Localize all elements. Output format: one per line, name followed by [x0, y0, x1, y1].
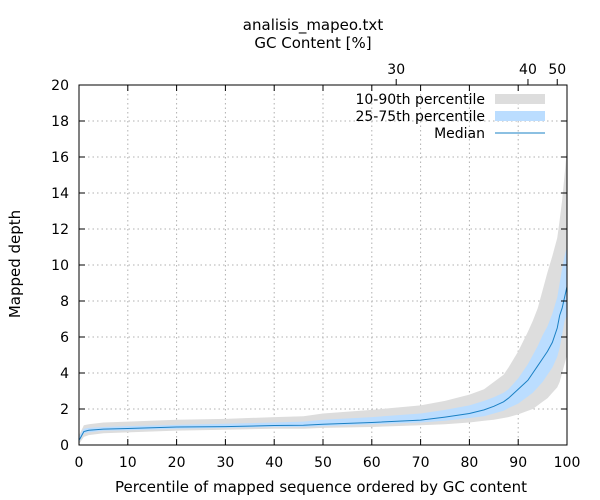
x-tick-label: 100 — [554, 455, 581, 471]
y-tick-label: 16 — [51, 150, 69, 166]
y-tick-label: 12 — [51, 222, 69, 238]
top-axis-ticks: 30 40 50 — [387, 62, 566, 85]
legend-label: 25-75th percentile — [355, 109, 485, 125]
y-tick-label: 14 — [51, 186, 69, 202]
y-tick-label: 0 — [60, 438, 69, 454]
legend-swatch — [495, 111, 545, 121]
x-tick-label: 50 — [314, 455, 332, 471]
grid-lines — [79, 85, 567, 445]
x-tick-label: 0 — [75, 455, 84, 471]
y-tick-label: 10 — [51, 258, 69, 274]
x-tick-label: 40 — [265, 455, 283, 471]
band-10-90 — [79, 148, 568, 444]
y-tick-label: 8 — [60, 294, 69, 310]
x-tick-label: 30 — [216, 455, 234, 471]
axis-ticks: 0 10 20 30 40 50 60 70 80 90 100 0 2 4 6 8 10 12 14 16 18 20 — [51, 78, 580, 471]
top-tick-label: 40 — [519, 62, 537, 78]
chart-title: analisis_mapeo.txt — [243, 16, 384, 35]
median-line — [79, 286, 568, 440]
y-tick-label: 2 — [60, 402, 69, 418]
x-tick-label: 10 — [119, 455, 137, 471]
percentile-bands — [79, 148, 568, 444]
x-tick-label: 60 — [363, 455, 381, 471]
x-tick-label: 20 — [168, 455, 186, 471]
band-25-75 — [79, 247, 568, 442]
legend-swatch — [495, 94, 545, 104]
top-tick-label: 30 — [387, 62, 405, 78]
top-tick-label: 50 — [548, 62, 566, 78]
legend-label: 10-90th percentile — [355, 92, 485, 108]
y-tick-label: 6 — [60, 330, 69, 346]
y-tick-label: 20 — [51, 78, 69, 94]
y-axis-label: Mapped depth — [6, 210, 24, 318]
median-layer — [79, 286, 568, 440]
y-tick-label: 18 — [51, 114, 69, 130]
y-tick-label: 4 — [60, 366, 69, 382]
x-axis-label: Percentile of mapped sequence ordered by… — [115, 478, 527, 496]
legend-label: Median — [434, 126, 485, 142]
top-axis-label: GC Content [%] — [254, 34, 371, 52]
x-tick-label: 90 — [509, 455, 527, 471]
x-tick-label: 70 — [412, 455, 430, 471]
x-tick-label: 80 — [460, 455, 478, 471]
